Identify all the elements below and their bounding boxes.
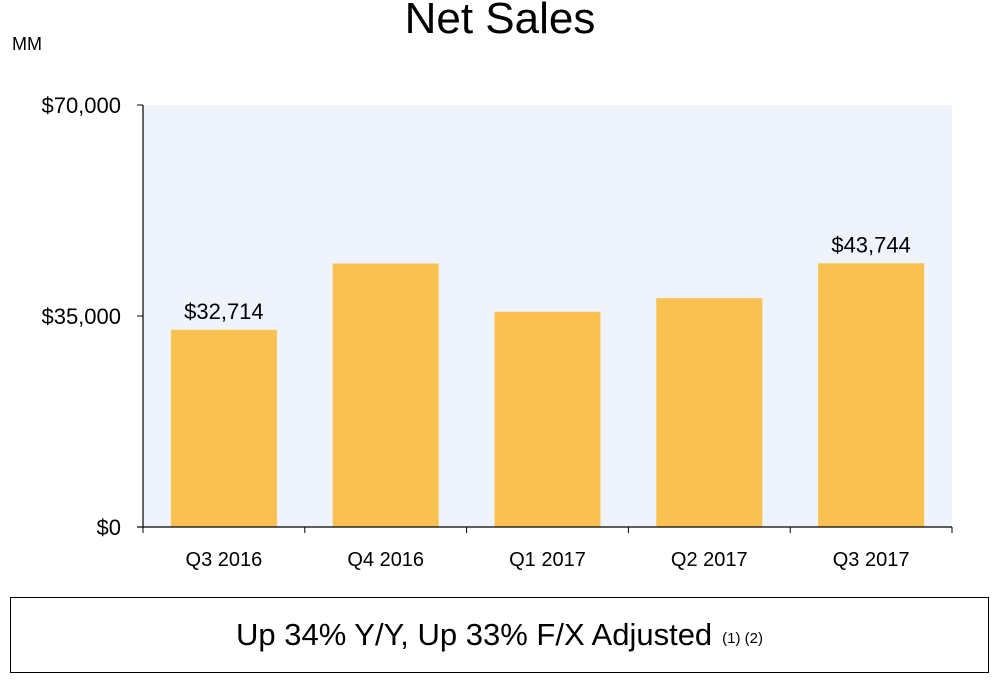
data-label: $43,744	[831, 232, 911, 257]
summary-footnotes: (1) (2)	[722, 629, 764, 647]
x-tick-label: Q2 2017	[671, 549, 748, 571]
summary-box: Up 34% Y/Y, Up 33% F/X Adjusted (1) (2)	[10, 597, 989, 673]
y-tick-label: $0	[97, 515, 121, 540]
x-tick-label: Q3 2016	[186, 549, 263, 571]
bar-q3-2017	[818, 263, 925, 527]
bar-q4-2016	[332, 263, 439, 527]
y-tick-label: $35,000	[41, 304, 121, 329]
bar-q3-2016	[170, 329, 277, 527]
x-tick-label: Q1 2017	[509, 549, 586, 571]
bar-q1-2017	[494, 311, 601, 527]
x-tick-label: Q3 2017	[833, 549, 910, 571]
y-tick-label: $70,000	[41, 93, 121, 118]
bar-q2-2017	[656, 298, 763, 527]
data-label: $32,714	[184, 299, 264, 324]
x-tick-label: Q4 2016	[347, 549, 424, 571]
summary-text: Up 34% Y/Y, Up 33% F/X Adjusted	[235, 617, 713, 652]
unit-label: MM	[12, 34, 42, 54]
net-sales-chart: Q3 2016 $32,714 Q4 2016 Q1 2017 Q2 2017 Q3 20…	[41, 93, 953, 571]
chart-title: Net Sales	[404, 0, 596, 43]
